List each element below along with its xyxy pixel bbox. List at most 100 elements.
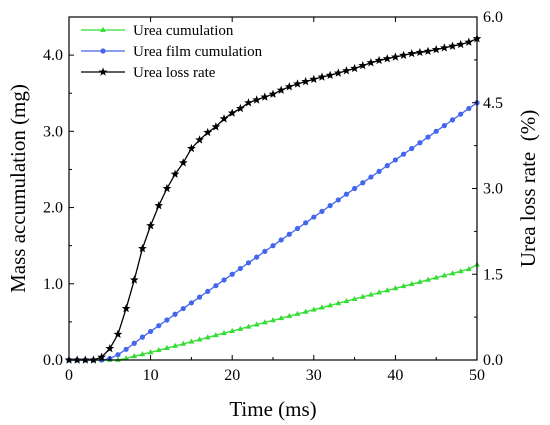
data-point — [252, 95, 262, 104]
data-point — [187, 143, 196, 153]
plot-area — [64, 34, 482, 364]
series-2 — [64, 34, 482, 364]
data-point — [178, 158, 188, 167]
x-tick-label: 0 — [65, 367, 73, 384]
data-point — [325, 70, 335, 80]
legend-item: Urea film cumulation — [81, 44, 263, 60]
data-point — [382, 54, 392, 63]
y-right-tick-label: 0.0 — [483, 352, 503, 369]
data-point — [310, 306, 317, 312]
legend-marker — [98, 67, 108, 76]
data-point — [448, 41, 457, 50]
data-point — [301, 77, 311, 86]
data-point — [368, 291, 374, 297]
data-point — [203, 127, 213, 137]
data-point — [221, 329, 227, 336]
data-point — [466, 105, 472, 112]
data-point — [350, 63, 359, 73]
legend-label: Urea cumulation — [133, 23, 234, 39]
data-point — [131, 352, 138, 359]
data-point — [359, 293, 366, 299]
data-point — [245, 323, 252, 329]
plot-frame — [68, 16, 478, 361]
legend-item: Urea cumulation — [81, 23, 234, 39]
data-point — [253, 321, 260, 327]
data-point — [358, 60, 368, 70]
data-point — [284, 82, 294, 91]
data-point — [425, 276, 431, 282]
data-point — [374, 55, 384, 65]
data-point — [123, 355, 129, 361]
data-point — [211, 122, 221, 131]
data-point — [457, 268, 464, 274]
data-point — [384, 163, 390, 169]
data-point — [155, 347, 162, 353]
data-point — [384, 287, 391, 293]
data-point — [276, 85, 286, 94]
data-point — [366, 58, 376, 67]
data-point — [433, 274, 440, 280]
x-axis-title: Time (ms) — [229, 397, 316, 421]
data-point — [303, 220, 309, 226]
data-point — [245, 260, 252, 266]
y-left-tick-label: 4.0 — [43, 47, 63, 64]
data-point — [196, 336, 203, 342]
data-point — [162, 183, 172, 193]
data-point — [302, 308, 309, 314]
data-point — [270, 243, 276, 249]
y-right-tick-label: 1.5 — [483, 266, 503, 283]
data-point — [244, 98, 253, 107]
data-point — [164, 344, 170, 351]
legend-marker — [100, 26, 106, 32]
data-point — [400, 151, 407, 157]
data-point — [433, 128, 439, 134]
data-point — [431, 44, 441, 54]
data-point — [465, 265, 472, 272]
data-point — [254, 254, 260, 260]
data-point — [129, 275, 139, 284]
data-point — [360, 180, 366, 186]
data-point — [154, 201, 164, 210]
data-point — [138, 243, 147, 253]
data-point — [417, 140, 423, 146]
data-point — [439, 43, 449, 52]
data-point — [131, 340, 137, 346]
data-point — [400, 283, 407, 289]
data-point — [376, 168, 382, 174]
data-point — [319, 304, 325, 310]
data-point — [294, 310, 301, 316]
data-point — [327, 302, 333, 308]
data-point — [399, 50, 408, 60]
legend-marker — [100, 48, 106, 54]
data-point — [229, 327, 236, 333]
data-point — [227, 108, 237, 117]
data-point — [188, 300, 194, 306]
data-point — [333, 68, 343, 77]
data-point — [146, 221, 155, 230]
data-point — [309, 74, 319, 84]
data-point — [335, 300, 342, 306]
data-point — [113, 329, 123, 338]
data-point — [407, 48, 417, 58]
data-point — [392, 285, 399, 291]
data-point — [293, 79, 302, 88]
data-point — [391, 52, 400, 61]
y-right-tick-label: 4.5 — [483, 95, 503, 112]
data-point — [260, 92, 270, 101]
data-point — [172, 342, 178, 348]
y-left-tick-label: 0.0 — [43, 352, 63, 369]
legend-item: Urea loss rate — [81, 65, 216, 81]
data-point — [441, 272, 448, 278]
data-point — [170, 169, 180, 178]
data-point — [343, 297, 350, 304]
data-point — [204, 334, 211, 340]
x-tick-label: 10 — [143, 367, 159, 384]
data-point — [376, 289, 382, 295]
y-left-tick-label: 3.0 — [43, 123, 63, 140]
data-point — [115, 352, 121, 358]
data-point — [392, 157, 398, 163]
data-point — [229, 271, 235, 277]
data-point — [343, 191, 350, 197]
data-point — [368, 174, 374, 180]
data-point — [408, 280, 415, 287]
